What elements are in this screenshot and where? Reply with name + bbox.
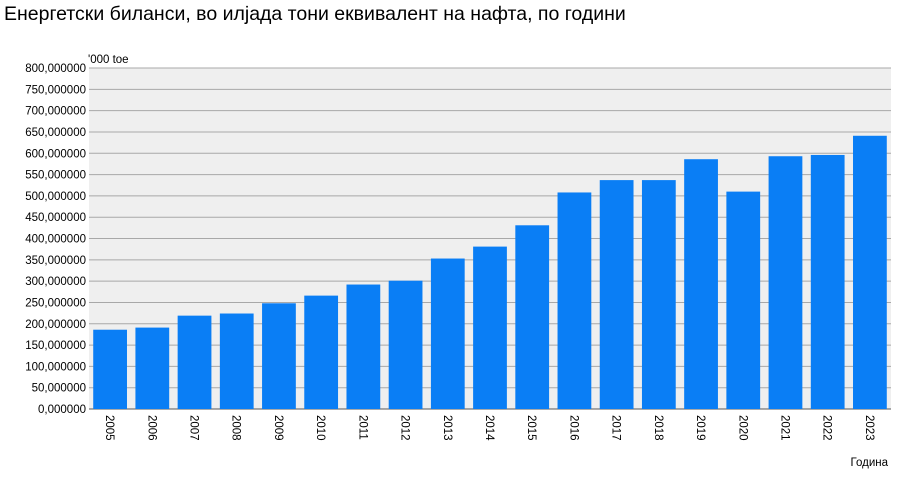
y-tick-label: 50,000000 — [32, 383, 86, 395]
y-tick-label: 800,000000 — [25, 63, 86, 75]
y-tick-label: 550,000000 — [25, 170, 86, 182]
x-tick-label: 2016 — [567, 415, 579, 441]
y-tick-label: 500,000000 — [25, 191, 86, 203]
bar-2017 — [599, 180, 634, 409]
y-tick-label: 300,000000 — [25, 276, 86, 288]
bar-2022 — [810, 154, 845, 409]
x-tick-label: 2012 — [399, 415, 411, 441]
x-tick-label: 2018 — [652, 415, 664, 441]
chart-title: Енергетски биланси, во илјада тони еквив… — [4, 3, 626, 25]
y-tick-label: 700,000000 — [25, 106, 86, 118]
x-tick-label: 2005 — [103, 415, 115, 441]
x-tick-label: 2011 — [356, 415, 368, 440]
y-tick-label: 250,000000 — [25, 297, 86, 309]
x-tick-label: 2006 — [145, 415, 157, 441]
x-tick-label: 2023 — [863, 415, 875, 441]
bar-2006 — [135, 327, 170, 409]
bar-2015 — [515, 225, 550, 409]
x-tick-label: 2022 — [821, 415, 833, 441]
bar-2019 — [684, 159, 718, 409]
y-tick-label: 100,000000 — [25, 361, 86, 373]
y-axis-title: '000 toe — [88, 54, 129, 66]
x-tick-label: 2014 — [483, 415, 495, 441]
y-tick-label: 650,000000 — [25, 127, 86, 139]
bar-2007 — [177, 315, 212, 409]
x-tick-label: 2017 — [610, 415, 622, 441]
x-tick-label: 2007 — [188, 415, 200, 441]
y-tick-label: 0,000000 — [38, 404, 86, 416]
bar-2009 — [262, 303, 296, 409]
y-axis: 0,000000 50,000000 100,000000 150,000000 200… — [25, 63, 86, 416]
bar-2023 — [853, 135, 887, 409]
y-tick-label: 750,000000 — [25, 84, 86, 96]
x-axis: 2005 2006 2007 2008 2009 2010 2011 2012 2013 2014… — [103, 415, 875, 441]
x-tick-label: 2010 — [314, 415, 326, 441]
y-tick-label: 400,000000 — [25, 234, 86, 246]
bar-2021 — [768, 156, 803, 409]
bar-2018 — [641, 180, 676, 409]
x-tick-label: 2008 — [230, 415, 242, 441]
y-tick-label: 200,000000 — [25, 319, 86, 331]
bar-2014 — [473, 246, 507, 409]
bar-2016 — [557, 192, 592, 409]
bar-2013 — [430, 258, 465, 409]
bar-2005 — [93, 329, 127, 409]
y-tick-label: 600,000000 — [25, 148, 86, 160]
bar-2020 — [726, 191, 761, 409]
bar-2011 — [346, 284, 381, 409]
x-tick-label: 2013 — [441, 415, 453, 441]
y-tick-label: 350,000000 — [25, 255, 86, 267]
bar-2012 — [388, 280, 423, 409]
x-tick-label: 2015 — [525, 415, 537, 441]
x-tick-label: 2009 — [272, 415, 284, 441]
x-tick-label: 2019 — [694, 415, 706, 441]
y-tick-label: 450,000000 — [25, 212, 86, 224]
x-tick-label: 2020 — [736, 415, 748, 441]
bar-2008 — [219, 313, 254, 409]
bar-2010 — [304, 295, 339, 409]
x-tick-label: 2021 — [778, 415, 790, 441]
bars — [93, 135, 887, 409]
x-axis-title: Година — [851, 457, 889, 469]
y-tick-label: 150,000000 — [25, 340, 86, 352]
